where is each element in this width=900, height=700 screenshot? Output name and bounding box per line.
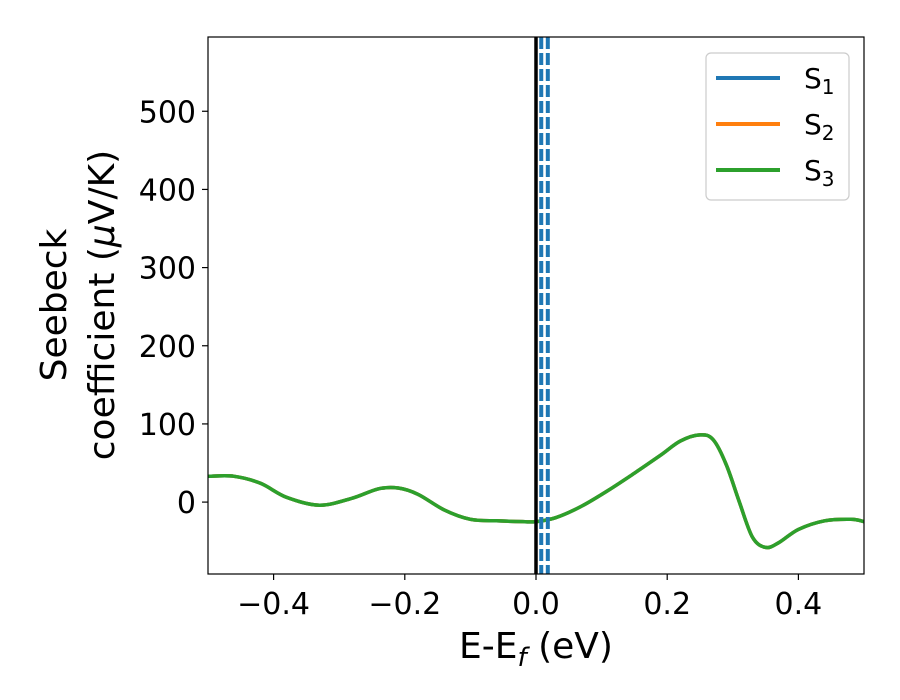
y-tick-label: 0 bbox=[177, 486, 196, 521]
legend-label-s2-name: S bbox=[804, 108, 822, 141]
legend-label-s1-name: S bbox=[804, 62, 822, 95]
legend-label-s3-sub: 3 bbox=[822, 167, 835, 191]
legend-label-s2-sub: 2 bbox=[822, 121, 835, 145]
y-tick-label: 300 bbox=[139, 252, 196, 287]
legend-box bbox=[705, 52, 850, 201]
x-axis-label-rest: (eV) bbox=[527, 626, 613, 667]
legend-label-s2: S2 bbox=[804, 108, 835, 145]
x-tick-label: 0.0 bbox=[512, 587, 560, 622]
x-tick-label: −0.2 bbox=[368, 587, 441, 622]
y-axis-ticks: 0 100 200 300 400 500 bbox=[139, 95, 208, 521]
legend-label-s3-name: S bbox=[804, 154, 822, 187]
x-axis-label: E-Ef (eV) bbox=[459, 626, 613, 673]
y-tick-label: 100 bbox=[139, 408, 196, 443]
x-tick-label: −0.4 bbox=[237, 587, 310, 622]
y-axis-label-line1: Seebeck bbox=[34, 228, 75, 381]
series-layer bbox=[208, 433, 864, 550]
vline-layer bbox=[534, 37, 550, 574]
x-axis-ticks: −0.4 −0.2 0.0 0.2 0.4 bbox=[237, 574, 822, 622]
y-axis-label: Seebeck coefficient (μV/K) bbox=[34, 150, 123, 460]
legend-label-s1-sub: 1 bbox=[822, 75, 835, 99]
x-tick-label: 0.4 bbox=[775, 587, 823, 622]
y-axis-label-unit: V/K) bbox=[82, 150, 123, 224]
y-axis-label-mu: μ bbox=[82, 224, 123, 248]
y-tick-label: 400 bbox=[139, 173, 196, 208]
x-tick-label: 0.2 bbox=[643, 587, 691, 622]
x-axis-label-main: E-E bbox=[459, 626, 517, 667]
y-tick-label: 200 bbox=[139, 330, 196, 365]
legend: S1 S2 S3 bbox=[705, 52, 850, 201]
y-axis-label-line2-start: coefficient ( bbox=[82, 247, 123, 460]
y-axis-label-line2: coefficient (μV/K) bbox=[82, 150, 123, 460]
legend-label-s1: S1 bbox=[804, 62, 835, 99]
y-tick-label: 500 bbox=[139, 95, 196, 130]
legend-label-s3: S3 bbox=[804, 154, 835, 191]
series-line-s3 bbox=[208, 433, 864, 550]
